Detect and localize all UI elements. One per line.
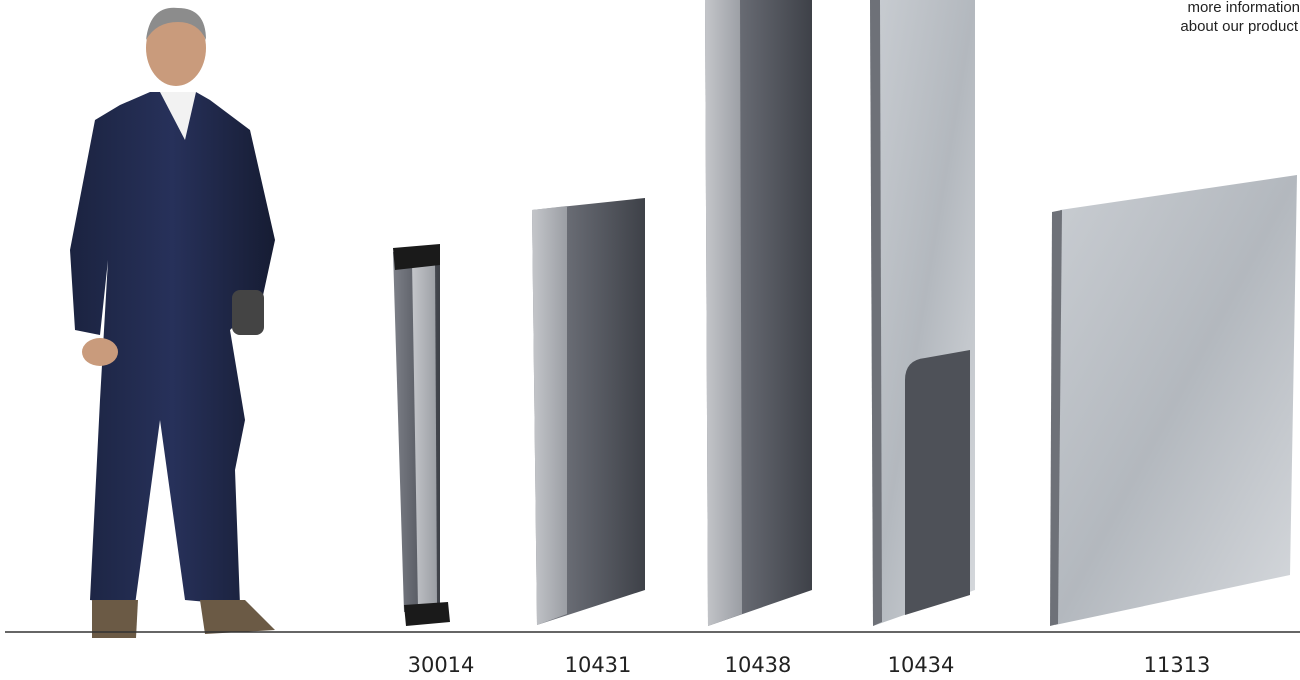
product-code: 10431 (565, 653, 632, 677)
product-30014 (393, 244, 450, 626)
product-10438 (705, 0, 812, 626)
product-code: 11313 (1144, 653, 1211, 677)
product-10431 (532, 198, 645, 625)
product-code: 10434 (888, 653, 955, 677)
product-code: 10438 (725, 653, 792, 677)
product-10434 (870, 0, 975, 626)
worker-figure (70, 7, 275, 638)
product-11313 (1050, 175, 1297, 626)
info-line: about our product (1180, 18, 1298, 35)
info-line: more information (1187, 0, 1300, 16)
product-code: 30014 (408, 653, 475, 677)
